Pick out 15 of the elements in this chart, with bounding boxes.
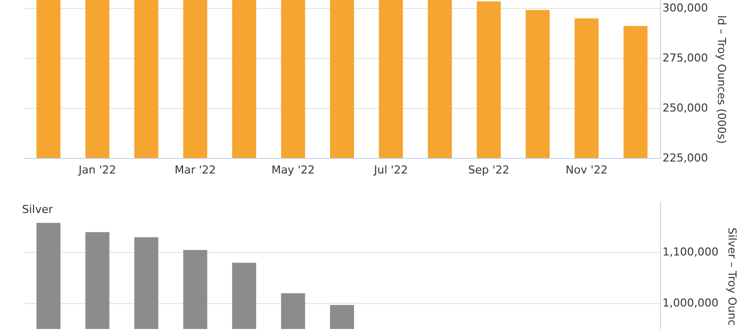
x-tick-label: Jan '22 (78, 164, 116, 176)
x-tick-label: Nov '22 (566, 164, 608, 176)
x-tick-label: Jul '22 (373, 164, 408, 176)
x-tick-label: Mar '22 (174, 164, 216, 176)
y-tick-label: 275,000 (662, 52, 708, 64)
x-tick-label: Sep '22 (468, 164, 510, 176)
y-tick-label: 1,000,000 (662, 296, 718, 310)
chart-title: Silver (22, 203, 54, 216)
y-tick-label: 250,000 (662, 102, 708, 114)
x-tick-label: May '22 (271, 164, 315, 176)
y-tick-label: 1,100,000 (662, 245, 718, 258)
y-axis-title: ld – Troy Ounces (000s) (714, 15, 728, 144)
y-axis-title: Silver – Troy Ounc (725, 228, 738, 326)
y-tick-label: 225,000 (662, 152, 708, 164)
y-tick-label: 300,000 (662, 2, 708, 14)
